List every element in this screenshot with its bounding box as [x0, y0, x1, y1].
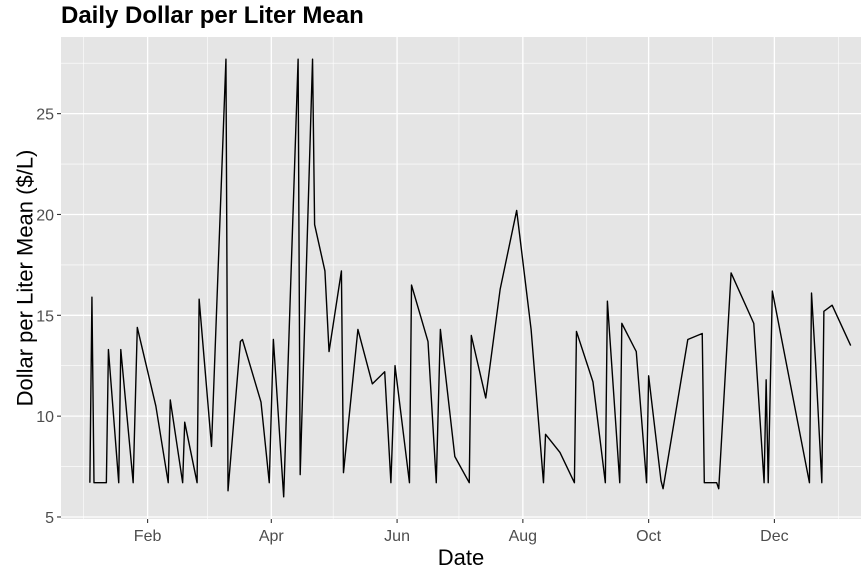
y-tick-label: 10	[36, 409, 54, 426]
y-tick-label: 5	[45, 510, 54, 527]
y-tick-label: 25	[36, 107, 54, 124]
grid-lines	[61, 37, 861, 519]
x-tick-label: Dec	[760, 528, 788, 545]
plot-panel	[61, 37, 861, 519]
x-tick-label: Feb	[134, 528, 162, 545]
series-layer	[89, 58, 852, 498]
x-tick-label: Aug	[509, 528, 537, 545]
x-axis-title: Date	[438, 545, 484, 570]
chart-title: Daily Dollar per Liter Mean	[61, 2, 364, 29]
x-tick-label: Apr	[259, 528, 285, 545]
y-tick-label: 15	[36, 308, 54, 325]
axes: 5 10 15 20 25 Feb Apr Jun Aug Oct Dec	[36, 107, 788, 545]
y-tick-label: 20	[36, 207, 54, 224]
y-axis-title: Dollar per Liter Mean ($/L)	[13, 150, 38, 407]
x-tick-label: Jun	[384, 528, 410, 545]
x-tick-label: Oct	[636, 528, 661, 545]
